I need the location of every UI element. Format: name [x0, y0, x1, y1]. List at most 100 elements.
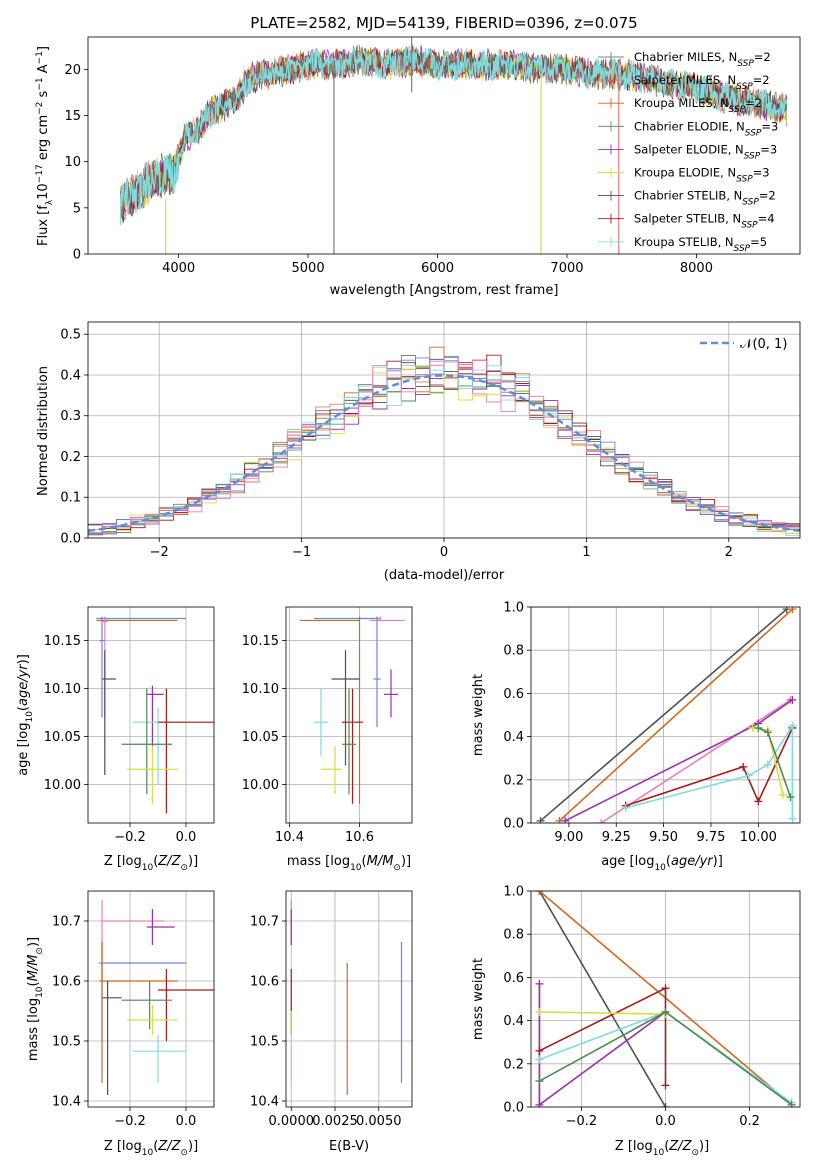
age-vs-Z-ylabel: age [log10(age/yr)]: [16, 654, 35, 776]
y-tick-label: 0.2: [60, 450, 81, 465]
mass-weight-line: [558, 608, 793, 822]
mass-weight-marker: [535, 1100, 544, 1107]
x-tick-label: 0.0025: [312, 1114, 358, 1129]
age-vs-Z-xlabel: Z [log10(Z/Z⊙)]: [104, 854, 198, 873]
x-tick-label: 0.0: [176, 1114, 197, 1129]
weight-vs-age-panel: 9.00 9.25 9.50 9.75 10.000.00.20.40.60.81.0 …: [471, 601, 801, 873]
mass-vs-Z-ylabel: mass [log10(M/M⊙)]: [26, 937, 45, 1061]
age-vs-Z-panel: −0.2 0.0 10.00 10.05 10.10 10.15 Z [log10(Z/Z…: [16, 606, 215, 873]
x-tick-label: 10.00: [740, 830, 777, 845]
mass-weight-line: [538, 891, 667, 1107]
y-tick-label: 0.0: [60, 532, 81, 547]
y-tick-label: 10.6: [52, 975, 81, 990]
y-tick-label: 10.6: [250, 975, 279, 990]
x-tick-label: 6000: [421, 261, 454, 276]
x-tick-label: 10.4: [275, 830, 304, 845]
y-tick-label: 10.4: [52, 1095, 81, 1110]
y-tick-label: 0.6: [503, 971, 524, 986]
y-tick-label: 0.6: [503, 687, 524, 702]
legend-label: Salpeter MILES, NSSP=2: [634, 73, 770, 92]
mass-weight-marker: [744, 771, 753, 780]
mass-weight-marker: [535, 891, 544, 895]
axes-frame: [530, 890, 801, 1108]
legend-label: Salpeter ELODIE, NSSP=3: [634, 142, 777, 161]
y-tick-label: 10.7: [250, 915, 279, 930]
weight-vs-Z-panel: −0.2 0.0 0.2 0.0 0.2 0.4 0.6 0.8 1.0 Z [log10(Z/…: [471, 885, 801, 1158]
axes-frame: [87, 606, 215, 824]
mass-weight-line: [539, 1011, 666, 1015]
x-tick-label: 9.75: [696, 830, 725, 845]
mass-weight-marker: [561, 816, 570, 823]
x-tick-label: 0.0: [655, 1114, 676, 1129]
mass-weight-line: [539, 608, 788, 822]
x-tick-label: 1: [582, 545, 590, 560]
x-tick-label: 8000: [680, 261, 713, 276]
legend-label: Kroupa ELODIE, NSSP=3: [634, 166, 770, 185]
y-tick-label: 10.5: [250, 1035, 279, 1050]
mass-weight-marker: [787, 1100, 796, 1107]
legend-label: Salpeter STELIB, NSSP=4: [634, 212, 775, 231]
residual-histogram-salpeter-stelib: [88, 354, 800, 535]
weight-vs-Z-xlabel: Z [log10(Z/Z⊙)]: [615, 1139, 709, 1158]
mass-vs-ebv-xlabel: E(B-V): [329, 1139, 369, 1154]
y-tick-label: 0.5: [60, 328, 81, 343]
y-tick-label: 10: [64, 155, 81, 170]
x-tick-label: 7000: [550, 261, 583, 276]
mass-weight-marker: [739, 762, 748, 771]
y-tick-label: 0.3: [60, 409, 81, 424]
x-tick-label: 0.0: [176, 830, 197, 845]
legend-label: Chabrier ELODIE, NSSP=3: [634, 119, 778, 138]
x-tick-label: −0.2: [114, 1114, 146, 1129]
weight-vs-age-xlabel: age [log10(age/yr)]: [601, 854, 723, 873]
mass-vs-Z-xlabel: Z [log10(Z/Z⊙)]: [104, 1139, 198, 1158]
y-tick-label: 10.00: [242, 778, 279, 793]
x-tick-label: 0.0050: [356, 1114, 402, 1129]
axes-frame: [530, 606, 801, 824]
y-tick-label: 0.4: [503, 730, 524, 745]
mass-weight-marker: [763, 760, 772, 769]
mass-weight-marker: [754, 723, 763, 732]
axes-frame: [285, 606, 413, 824]
y-tick-label: 0.1: [60, 491, 81, 506]
age-vs-mass-panel: 10.4 10.6 10.00 10.05 10.10 10.15 mass [log10…: [242, 606, 413, 873]
mass-weight-marker: [535, 979, 544, 988]
y-tick-label: 10.00: [44, 778, 81, 793]
y-tick-label: 0.8: [503, 928, 524, 943]
y-tick-label: 0.0: [503, 817, 524, 832]
x-tick-label: 9.00: [554, 830, 583, 845]
weight-vs-age-ylabel: mass weight: [471, 674, 486, 756]
y-tick-label: 10.15: [242, 634, 279, 649]
y-tick-label: 0.4: [503, 1014, 524, 1029]
legend-label: Kroupa MILES, NSSP=2: [634, 96, 762, 115]
normal-legend-label: 𝒩(0, 1): [740, 337, 787, 352]
y-tick-label: 10.05: [44, 730, 81, 745]
y-tick-label: 1.0: [503, 601, 524, 616]
mass-weight-marker: [535, 1077, 544, 1086]
y-tick-label: 10.05: [242, 730, 279, 745]
y-tick-label: 0.4: [60, 368, 81, 383]
mass-weight-marker: [778, 790, 787, 799]
x-tick-label: −0.2: [114, 830, 146, 845]
spectrum-title: PLATE=2582, MJD=54139, FIBERID=0396, z=0…: [250, 14, 637, 32]
x-tick-label: 9.50: [649, 830, 678, 845]
legend-label: Chabrier MILES, NSSP=2: [634, 50, 771, 69]
mass-weight-marker: [754, 797, 763, 806]
spectrum-series-kroupa-stelib: [119, 45, 788, 226]
y-tick-label: 1.0: [503, 885, 524, 900]
y-tick-label: 0.8: [503, 644, 524, 659]
y-tick-label: 10.10: [242, 682, 279, 697]
y-tick-label: 10.4: [250, 1095, 279, 1110]
axes-frame: [87, 890, 215, 1108]
mass-weight-marker: [661, 984, 670, 993]
mass-weight-marker: [535, 1007, 544, 1016]
x-tick-label: −2: [150, 545, 169, 560]
x-tick-label: −0.2: [566, 1114, 598, 1129]
mass-weight-marker: [763, 728, 772, 737]
spectrum-xlabel: wavelength [Angstrom, rest frame]: [330, 283, 559, 298]
mass-vs-Z-panel: −0.2 0.010.410.510.610.7 Z [log10(Z/Z⊙)] …: [26, 890, 215, 1158]
mass-weight-marker: [788, 607, 797, 614]
axes-frame: [87, 321, 801, 539]
mass-weight-marker: [788, 721, 797, 730]
